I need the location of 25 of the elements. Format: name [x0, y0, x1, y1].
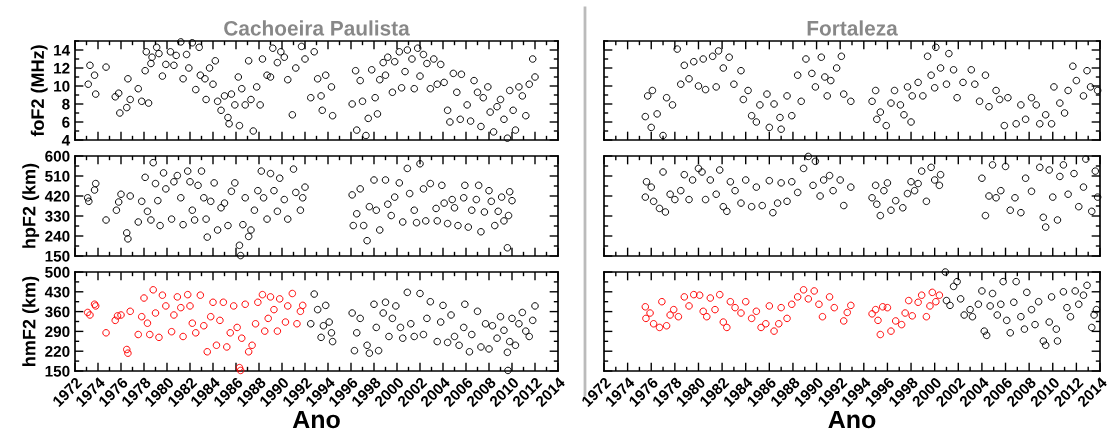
- y-tick-label: 330: [45, 210, 70, 222]
- y-tick-label: 290: [45, 326, 70, 338]
- y-tick-label: 8: [62, 98, 70, 110]
- y-tick-label: 150: [45, 250, 70, 262]
- x-axis-title: Ano: [828, 410, 876, 429]
- x-axis-title: Ano: [292, 410, 340, 429]
- chart-title: Fortaleza: [807, 20, 898, 36]
- y-tick-label: 360: [45, 306, 70, 318]
- y-axis-title: hmF2 (km): [22, 276, 40, 366]
- y-axis-title: foF2 (MHz): [30, 45, 48, 137]
- y-tick-label: 430: [44, 286, 70, 298]
- y-tick-label: 12: [54, 62, 70, 74]
- y-tick-label: 220: [45, 346, 70, 357]
- y-tick-label: 500: [45, 266, 70, 278]
- y-tick-label: 420: [44, 190, 70, 202]
- y-tick-label: 14: [54, 45, 71, 56]
- y-tick-label: 510: [45, 170, 70, 182]
- chart-title: Cachoeira Paulista: [224, 20, 410, 36]
- y-tick-label: 150: [45, 365, 70, 377]
- y-tick-label: 4: [61, 135, 71, 146]
- y-axis-title: hpF2 (km): [22, 163, 40, 248]
- y-tick-label: 240: [45, 230, 70, 242]
- y-tick-label: 10: [54, 80, 70, 92]
- y-tick-label: 600: [45, 150, 70, 162]
- y-tick-label: 6: [62, 116, 70, 128]
